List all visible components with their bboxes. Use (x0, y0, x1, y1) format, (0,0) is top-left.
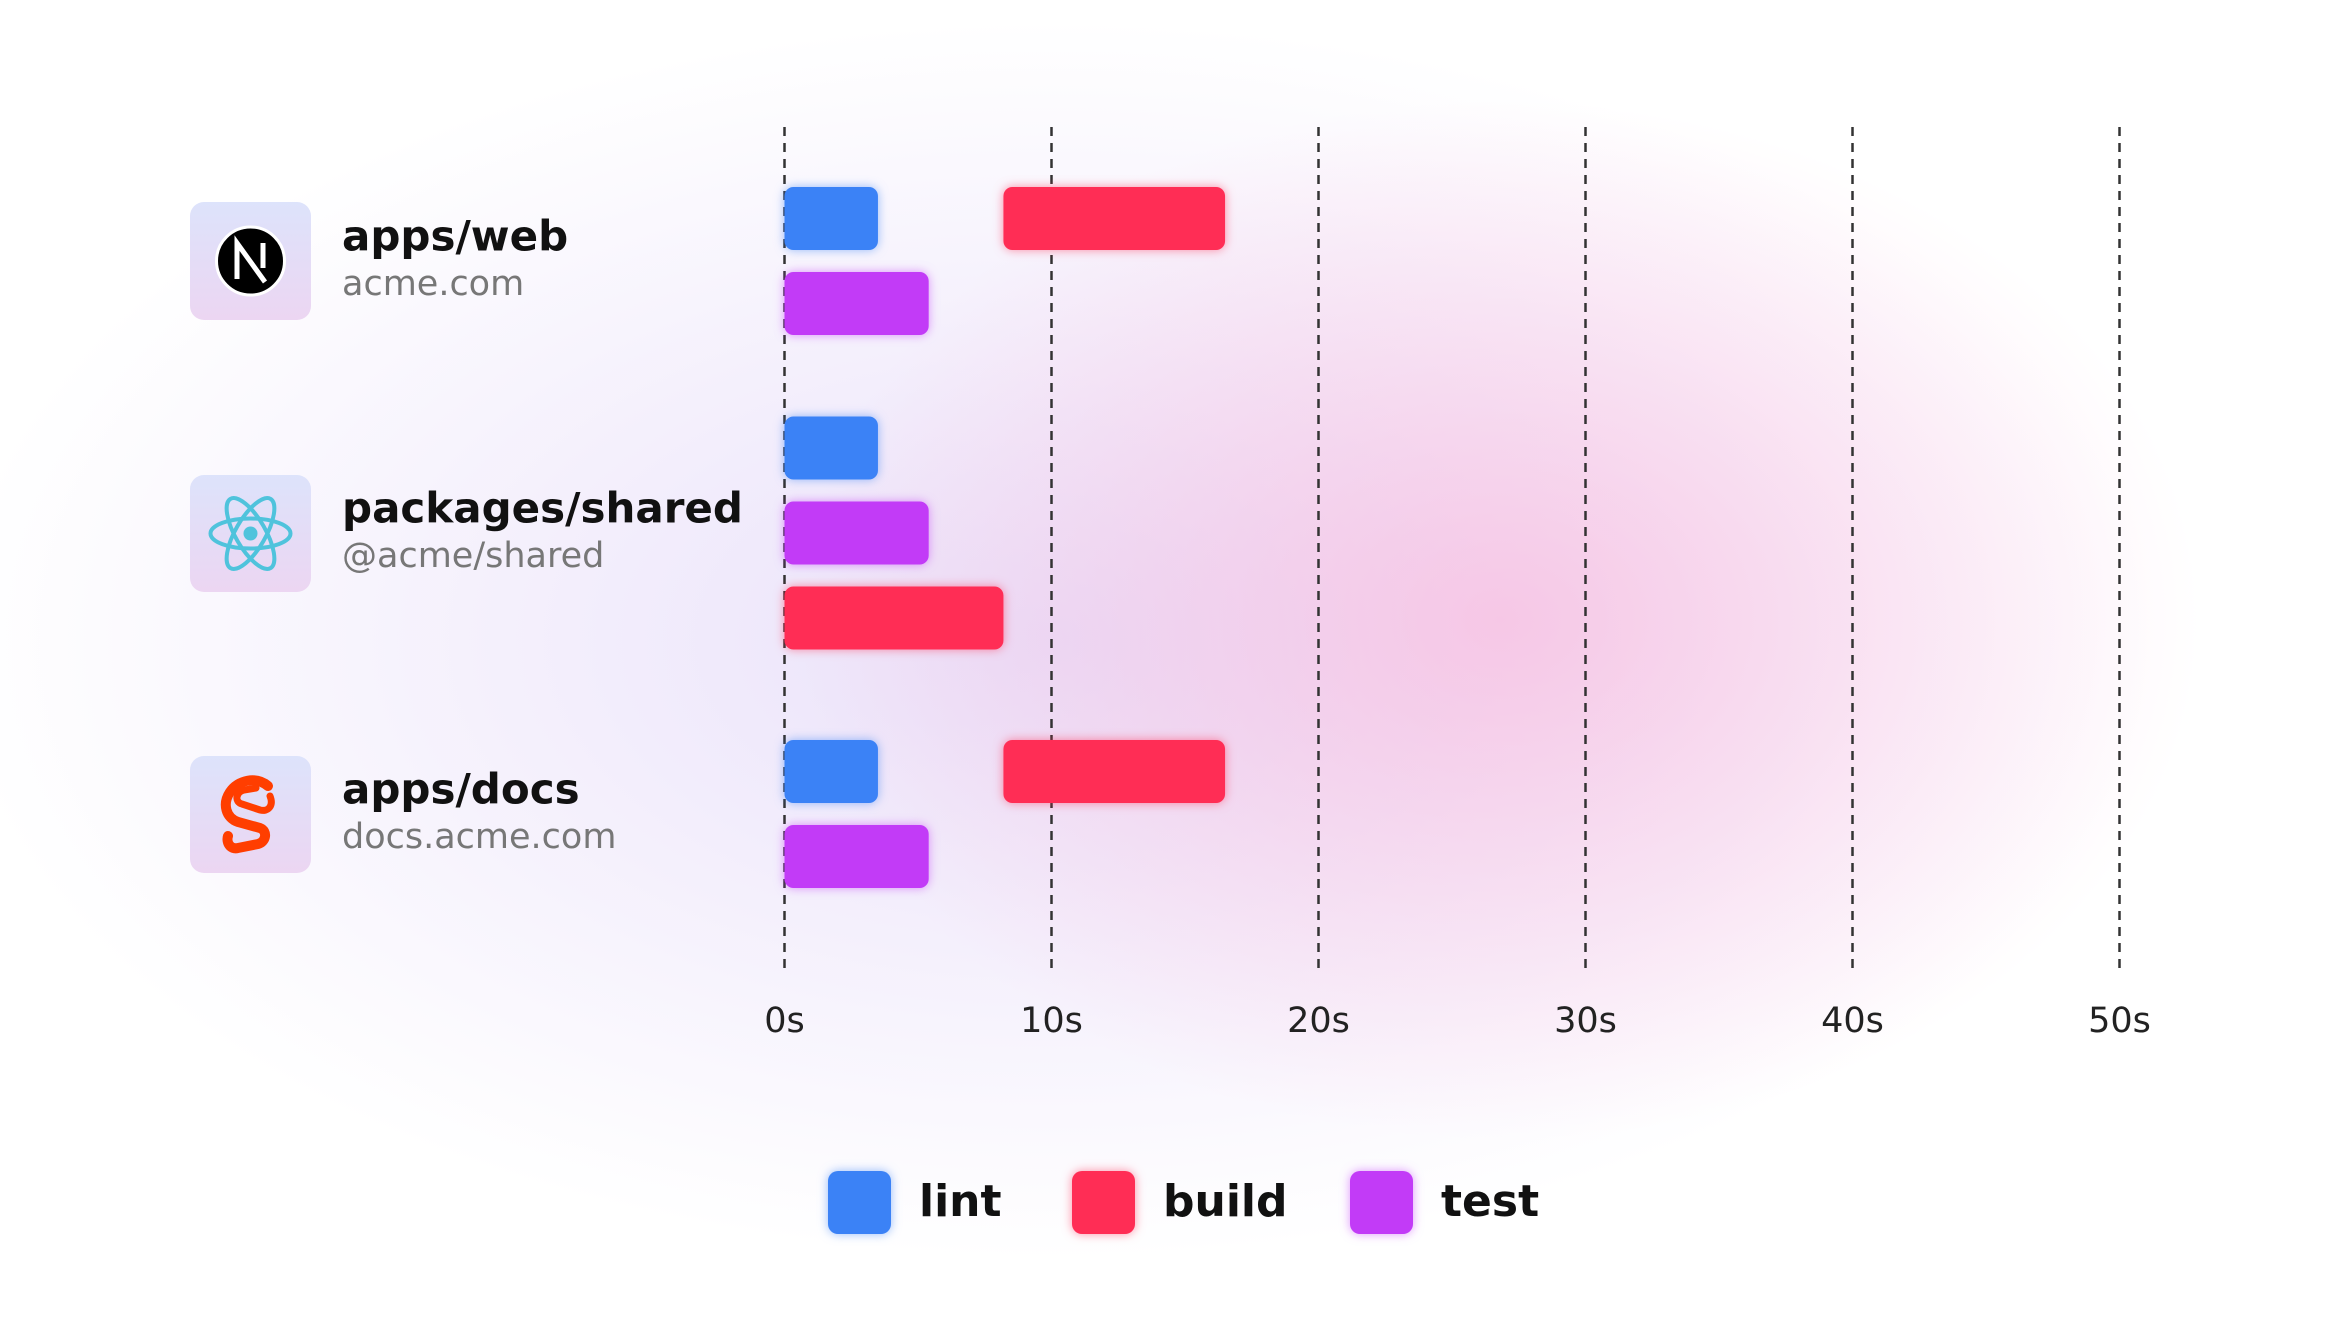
bar (784, 187, 878, 250)
x-tick-label: 20s (1287, 1001, 1350, 1041)
bar (784, 501, 929, 565)
x-tick-label: 10s (1020, 1001, 1083, 1041)
legend-swatch (1072, 1171, 1135, 1234)
bar (784, 825, 929, 888)
legend-label: test (1441, 1176, 1539, 1227)
bar (784, 586, 1004, 650)
x-tick-label: 30s (1554, 1001, 1617, 1041)
x-tick-label: 0s (764, 1001, 805, 1041)
icon-react (190, 475, 311, 592)
legend-swatch (1350, 1171, 1413, 1234)
legend-label: build (1163, 1176, 1287, 1227)
row-subtitle: @acme/shared (342, 536, 604, 576)
x-tick-label: 50s (2088, 1001, 2151, 1041)
row-name: apps/web (342, 212, 568, 261)
row-name: apps/docs (342, 765, 580, 814)
row-subtitle: docs.acme.com (342, 817, 616, 857)
legend-label: lint (919, 1176, 1002, 1227)
row-name: packages/shared (342, 484, 743, 533)
bar (784, 272, 929, 335)
icon-next (190, 202, 311, 320)
bar (1003, 740, 1226, 803)
row-subtitle: acme.com (342, 264, 524, 304)
bar (1003, 187, 1226, 250)
legend-swatch (828, 1171, 891, 1234)
x-tick-label: 40s (1821, 1001, 1884, 1041)
bar (784, 740, 878, 803)
icon-svelte (190, 756, 311, 873)
bar (784, 416, 878, 480)
